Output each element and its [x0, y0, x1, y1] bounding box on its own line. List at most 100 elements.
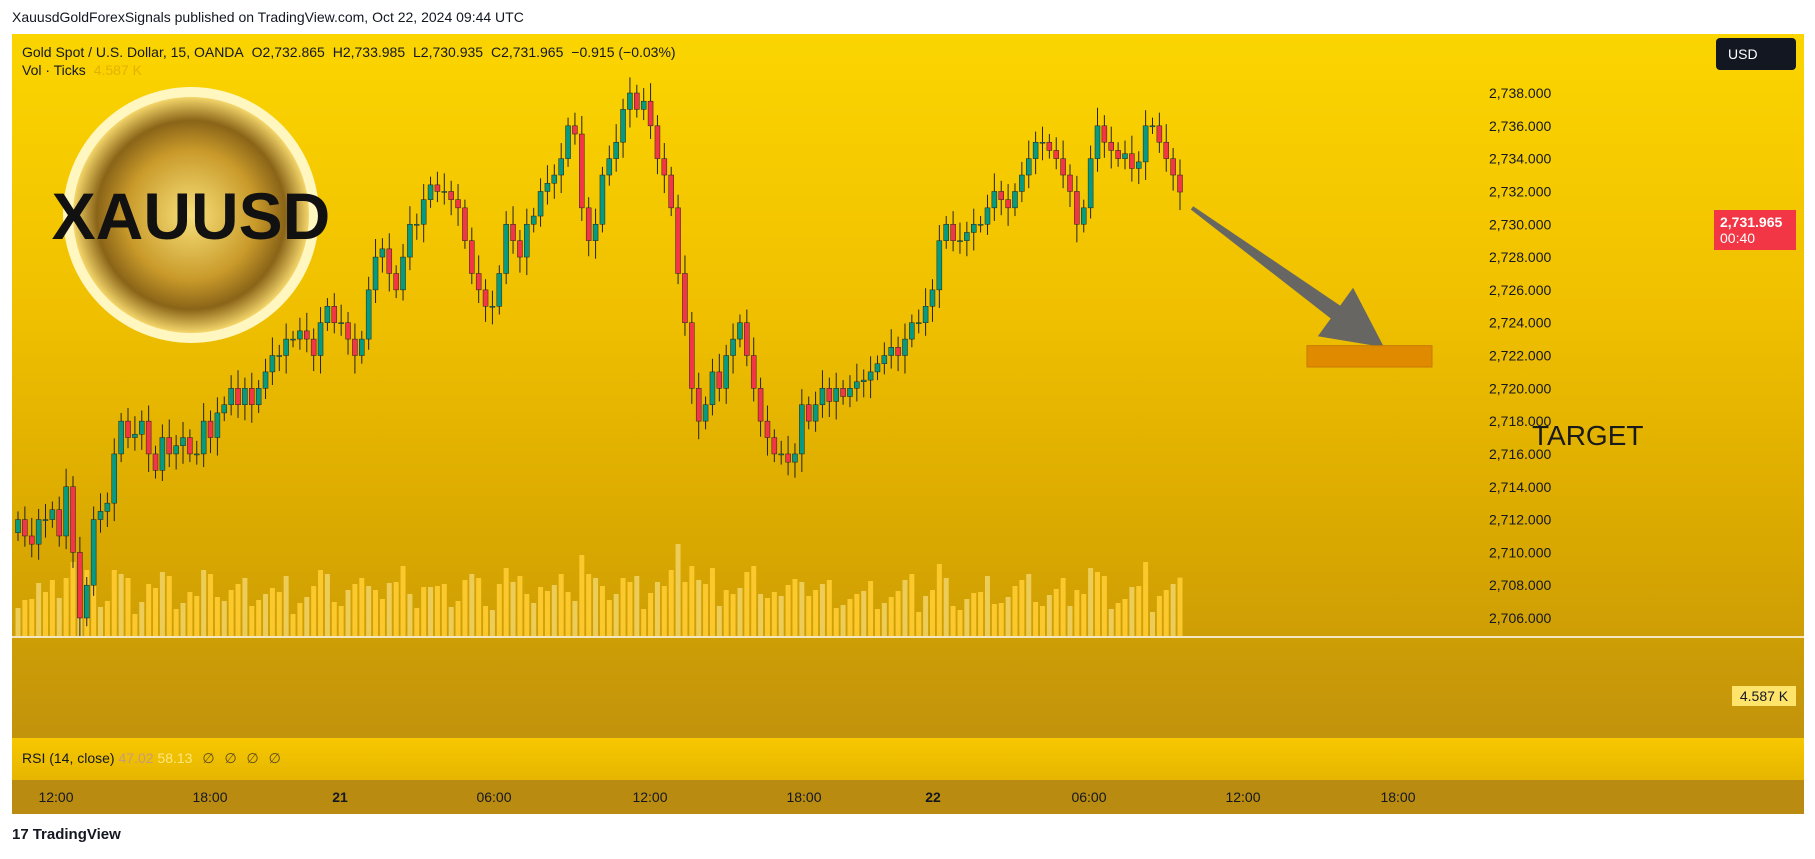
volume-bar	[923, 596, 929, 636]
volume-bar	[359, 578, 365, 636]
y-tick-label: 2,730.000	[1489, 216, 1551, 232]
volume-bar	[654, 582, 660, 636]
candle-body	[881, 355, 888, 364]
candle-body	[331, 306, 338, 323]
candle-body	[111, 453, 118, 504]
volume-bar	[36, 583, 42, 636]
candle-body	[221, 404, 228, 414]
volume-bar	[1136, 586, 1142, 636]
rsi-pane[interactable]	[12, 738, 1804, 780]
volume-bar	[847, 599, 853, 636]
publisher-line: XauusdGoldForexSignals published on Trad…	[12, 9, 524, 25]
candle-body	[668, 174, 674, 209]
volume-bar	[964, 599, 970, 636]
volume-bar	[709, 568, 715, 636]
volume-bar	[579, 555, 585, 636]
volume-bar	[297, 603, 303, 636]
candle-body	[49, 509, 56, 520]
candle-body	[242, 388, 248, 405]
volume-bar	[407, 594, 413, 636]
volume-bar	[1053, 589, 1059, 636]
volume-bar	[524, 594, 530, 636]
volume-bar	[256, 600, 262, 636]
candle-body	[400, 256, 406, 291]
candle-body	[365, 289, 372, 340]
volume-bar	[971, 593, 977, 636]
volume-bar	[104, 601, 110, 636]
legend-close: C2,731.965	[490, 44, 564, 60]
candle-body	[1012, 191, 1018, 209]
candle-body	[812, 404, 819, 422]
candle-body	[482, 289, 489, 307]
candle-body	[1163, 141, 1169, 159]
candle-body	[702, 404, 709, 422]
chart-area[interactable]: 2,706.000 2,708.000 2,710.000 2,712.000 2,71…	[12, 34, 1804, 814]
candle-body	[304, 330, 310, 340]
volume-bar	[792, 579, 798, 636]
candle-body	[249, 388, 255, 405]
candle-body	[998, 191, 1004, 200]
candle-body	[1039, 141, 1046, 144]
candle-body	[922, 306, 929, 323]
volume-bar	[1081, 594, 1087, 636]
volume-bar	[249, 606, 255, 636]
bar-countdown: 00:40	[1720, 230, 1756, 246]
x-tick-label: 06:00	[1071, 789, 1106, 805]
volume-bar	[434, 586, 440, 636]
candle-body	[448, 191, 454, 200]
last-price: 2,731.965	[1720, 214, 1783, 230]
candle-body	[317, 322, 324, 356]
candle-body	[716, 371, 723, 389]
volume-bar	[696, 580, 702, 636]
tradingview-branding[interactable]: 17 TradingView	[12, 826, 121, 843]
volume-bar	[813, 590, 819, 636]
candle-body	[647, 100, 654, 127]
candle-body	[1101, 125, 1108, 143]
candle-body	[496, 273, 503, 307]
candle-body	[1019, 174, 1025, 192]
currency-button[interactable]: USD	[1716, 38, 1796, 70]
candle-body	[826, 388, 833, 402]
volume-bar	[895, 591, 901, 636]
candle-body	[1087, 158, 1094, 209]
candle-body	[750, 355, 757, 389]
tradingview-logo-icon: 17	[12, 826, 29, 843]
candle-body	[297, 330, 303, 340]
candle-body	[420, 199, 427, 225]
candle-body	[695, 388, 702, 422]
time-axis[interactable]	[12, 780, 1804, 814]
x-tick-label: 12:00	[1225, 789, 1260, 805]
candle-body	[1156, 125, 1163, 143]
volume-bar	[703, 584, 709, 636]
candle-body	[283, 338, 289, 356]
target-zone	[1306, 345, 1433, 368]
candle-body	[613, 141, 619, 159]
volume-bar	[1156, 596, 1162, 636]
arrow-shape	[1190, 206, 1385, 348]
volume-bar	[421, 587, 427, 636]
volume-bar	[146, 584, 152, 636]
candle-body	[207, 420, 214, 438]
volume-bar	[1060, 578, 1066, 636]
volume-bar	[263, 594, 269, 636]
volume-bar	[1143, 562, 1149, 636]
volume-bar	[868, 581, 874, 636]
volume-bar	[180, 603, 186, 636]
volume-bar	[888, 597, 894, 636]
x-tick-label: 21	[332, 789, 348, 805]
candlestick-chart[interactable]: 2,706.000 2,708.000 2,710.000 2,712.000 2,71…	[12, 34, 1804, 814]
candle-body	[819, 388, 826, 405]
candle-body	[145, 420, 152, 455]
candle-body	[661, 158, 668, 176]
volume-bar	[43, 592, 49, 636]
volume-bar	[324, 574, 330, 636]
volume-bar	[311, 586, 317, 636]
candle-body	[943, 224, 949, 241]
candle-body	[35, 519, 42, 545]
candle-body	[276, 355, 283, 357]
candle-body	[255, 388, 262, 405]
candle-body	[530, 215, 537, 225]
volume-bar	[22, 600, 28, 636]
candle-body	[310, 338, 317, 356]
candle-body	[565, 125, 571, 159]
